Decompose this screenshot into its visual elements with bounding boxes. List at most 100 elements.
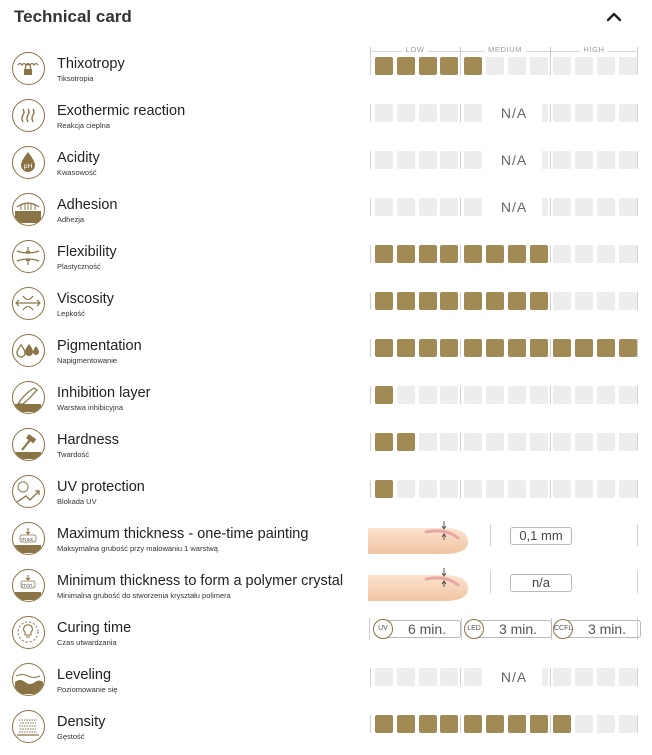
- level-meter: [370, 384, 638, 406]
- level-cell: [529, 339, 548, 357]
- lamp-type-badge: CCFL: [553, 619, 573, 639]
- level-cell: [375, 57, 393, 75]
- level-cell: [486, 480, 504, 498]
- level-cell: [396, 433, 415, 451]
- property-subtitle: Gęstość: [57, 732, 85, 741]
- na-value: N/A: [486, 666, 542, 688]
- curing-time-value: 3 min.: [474, 620, 552, 638]
- level-cell: [375, 433, 393, 451]
- level-cell: [575, 151, 594, 169]
- property-name: Leveling: [57, 667, 112, 683]
- level-cell: [440, 198, 459, 216]
- level-cell: [618, 433, 637, 451]
- property-name: Pigmentation: [57, 338, 142, 354]
- level-cell: [440, 57, 459, 75]
- ph-drop-icon: pH: [12, 146, 45, 179]
- level-cell: [375, 339, 393, 357]
- level-cell: [597, 480, 615, 498]
- level-cell: [529, 57, 548, 75]
- level-cell: [507, 480, 526, 498]
- property-subtitle: Twardość: [57, 450, 90, 459]
- technical-card-header[interactable]: Technical card: [0, 0, 652, 34]
- level-cell: [486, 57, 504, 75]
- min-thickness-icon: min.: [12, 569, 45, 602]
- level-cell: [396, 386, 415, 404]
- level-meter: N/A: [370, 666, 638, 688]
- inhibition-layer-icon: [12, 381, 45, 414]
- na-value: N/A: [486, 102, 542, 124]
- level-cell: [486, 245, 504, 263]
- level-cell: [464, 104, 483, 122]
- level-cell: [618, 57, 637, 75]
- level-cell: [375, 245, 393, 263]
- level-cell: [507, 339, 526, 357]
- property-subtitle: Warstwa inhibicyjna: [57, 403, 123, 412]
- level-cell: [529, 245, 548, 263]
- level-meter: [370, 290, 638, 312]
- level-cell: [618, 480, 637, 498]
- level-cell: [618, 386, 637, 404]
- property-subtitle: Minimalna grubość do stworzenia kryształ…: [57, 591, 231, 600]
- level-cell: [464, 292, 483, 310]
- level-meter: [370, 337, 638, 359]
- level-cell: [618, 292, 637, 310]
- property-row: Flexibility Plastyczność: [0, 238, 652, 285]
- flexibility-icon: [12, 240, 45, 273]
- level-cell: [597, 198, 615, 216]
- thickness-value: 0,1 mm: [510, 527, 572, 545]
- level-cell: [486, 433, 504, 451]
- level-cell: [575, 433, 594, 451]
- level-cell: [575, 715, 594, 733]
- level-cell: [418, 668, 437, 686]
- level-cell: [597, 292, 615, 310]
- svg-text:min.: min.: [22, 583, 34, 589]
- property-row: pH Acidity Kwasowość N/A: [0, 144, 652, 191]
- scale-low-label: LOW: [402, 45, 428, 54]
- property-row: Thixotropy Tiksotropia: [0, 50, 652, 97]
- property-name: UV protection: [57, 479, 145, 495]
- level-cell: [553, 292, 572, 310]
- collapse-chevron-up-icon[interactable]: [604, 8, 624, 26]
- level-cell: [575, 386, 594, 404]
- level-meter: N/A: [370, 149, 638, 171]
- level-cell: [396, 57, 415, 75]
- level-cell: [575, 104, 594, 122]
- level-cell: [597, 339, 615, 357]
- pigment-drops-icon: [12, 334, 45, 367]
- property-row: Inhibition layer Warstwa inhibicyjna: [0, 379, 652, 426]
- leveling-icon: [12, 663, 45, 696]
- level-meter: N/A: [370, 102, 638, 124]
- property-subtitle: Poziomowanie się: [57, 685, 118, 694]
- svg-text:pH: pH: [23, 162, 32, 170]
- level-cell: [464, 151, 483, 169]
- level-cell: [507, 715, 526, 733]
- level-cell: [553, 668, 572, 686]
- svg-text:max.: max.: [21, 537, 35, 543]
- property-subtitle: Lepkość: [57, 309, 85, 318]
- property-name: Curing time: [57, 620, 132, 636]
- level-cell: [618, 198, 637, 216]
- property-subtitle: Kwasowość: [57, 168, 97, 177]
- property-row: Hardness Twardość: [0, 426, 652, 473]
- level-cell: [418, 433, 437, 451]
- level-cell: [396, 480, 415, 498]
- level-cell: [575, 198, 594, 216]
- level-cell: [597, 151, 615, 169]
- level-cell: [464, 57, 483, 75]
- level-cell: [529, 292, 548, 310]
- level-cell: [375, 715, 393, 733]
- level-cell: [464, 433, 483, 451]
- level-cell: [440, 386, 459, 404]
- lamp-icon: [12, 616, 45, 649]
- level-cell: [597, 715, 615, 733]
- level-cell: [396, 292, 415, 310]
- level-cell: [418, 480, 437, 498]
- level-cell: [553, 151, 572, 169]
- level-cell: [375, 198, 393, 216]
- property-name: Thixotropy: [57, 56, 125, 72]
- property-row: Exothermic reaction Reakcja cieplna N/A: [0, 97, 652, 144]
- card-title: Technical card: [14, 7, 132, 26]
- level-cell: [396, 198, 415, 216]
- property-row: UV protection Blokada UV: [0, 473, 652, 520]
- level-cell: [553, 57, 572, 75]
